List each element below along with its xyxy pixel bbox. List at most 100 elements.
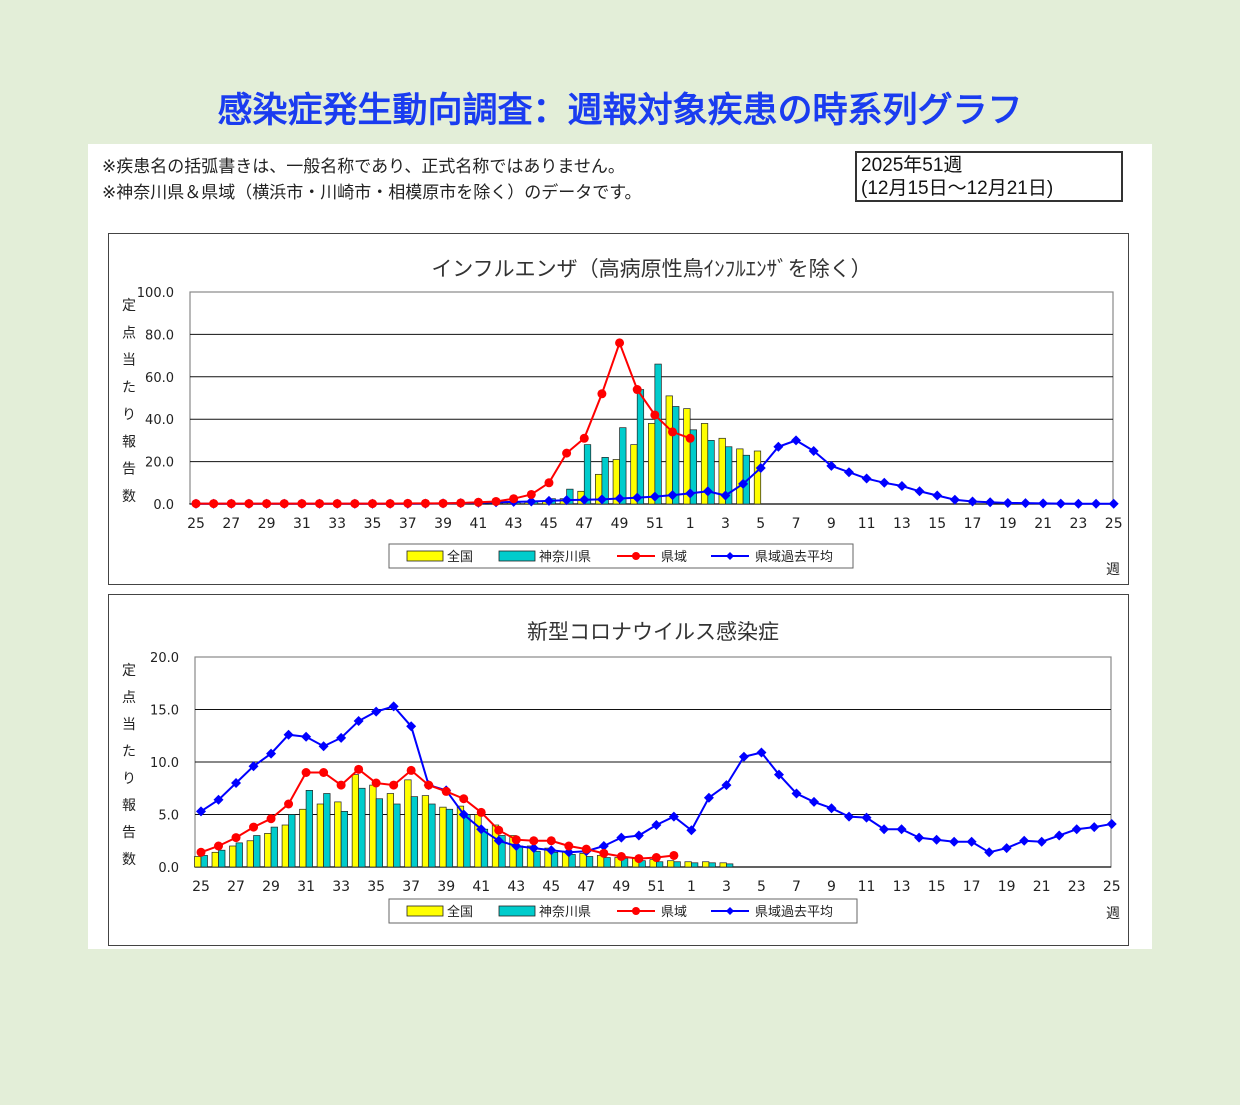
x-tick-label: 35 xyxy=(367,879,385,895)
y-tick-label: 20.0 xyxy=(150,651,179,666)
x-tick-label: 1 xyxy=(686,516,695,532)
kako-point xyxy=(633,830,644,841)
kako-point xyxy=(879,824,890,835)
note-line-1: ※疾患名の括弧書きは、一般名称であり、正式名称ではありません。 xyxy=(102,157,625,177)
kenniki-point xyxy=(634,854,644,864)
x-tick-label: 7 xyxy=(792,879,801,895)
kako-point xyxy=(1089,822,1100,833)
kako-point xyxy=(914,486,925,497)
kako-point xyxy=(248,761,259,772)
x-axis-label: 週 xyxy=(1106,562,1120,578)
kenniki-point xyxy=(244,499,254,509)
note-line-2: ※神奈川県＆県域（横浜市・川崎市・相模原市を除く）のデータです。 xyxy=(102,183,642,203)
x-tick-label: 5 xyxy=(757,879,766,895)
kako-point xyxy=(931,834,942,845)
kenniki-point xyxy=(669,850,679,860)
x-tick-label: 15 xyxy=(928,879,946,895)
bar-kanagawa xyxy=(270,826,278,868)
bar-zenkoku xyxy=(386,793,395,868)
bar-kanagawa xyxy=(498,835,506,868)
x-tick-label: 21 xyxy=(1033,879,1051,895)
kako-point xyxy=(843,467,854,478)
bar-zenkoku xyxy=(736,448,744,505)
kenniki-point xyxy=(529,836,539,846)
kako-point xyxy=(949,836,960,847)
x-tick-label: 45 xyxy=(540,516,558,532)
page-title: 感染症発生動向調査：週報対象疾患の時系列グラフ xyxy=(217,91,1023,131)
kenniki-point xyxy=(297,499,307,509)
bar-kanagawa xyxy=(691,862,699,868)
kako-point xyxy=(266,748,277,759)
y-axis-label: 定点当たり報告数 xyxy=(122,663,136,868)
x-tick-label: 33 xyxy=(332,879,350,895)
kako-point xyxy=(826,803,837,814)
kako-point xyxy=(756,747,767,758)
kako-point xyxy=(738,751,749,762)
kenniki-point xyxy=(564,841,574,851)
bar-zenkoku xyxy=(369,784,377,868)
x-tick-label: 37 xyxy=(402,879,420,895)
x-tick-label: 27 xyxy=(222,516,240,532)
x-tick-label: 49 xyxy=(611,516,629,532)
kako-point xyxy=(1091,498,1102,509)
x-tick-label: 17 xyxy=(964,516,982,532)
kenniki-point xyxy=(332,499,342,509)
x-tick-label: 13 xyxy=(893,879,911,895)
kako-point xyxy=(984,847,995,858)
bar-kanagawa xyxy=(253,835,261,868)
x-tick-label: 39 xyxy=(437,879,455,895)
x-tick-label: 23 xyxy=(1069,516,1087,532)
kenniki-point xyxy=(476,807,486,817)
bar-zenkoku xyxy=(684,861,692,868)
bar-kanagawa xyxy=(550,851,559,868)
kenniki-point xyxy=(616,852,626,861)
legend-swatch-kanagawa xyxy=(498,550,536,562)
kako-point xyxy=(614,493,625,504)
kako-point xyxy=(1108,498,1119,509)
kako-point xyxy=(1019,835,1030,846)
x-tick-label: 23 xyxy=(1068,879,1086,895)
kako-point xyxy=(526,496,537,507)
week-range: (12月15日～12月21日) xyxy=(861,178,1054,199)
x-tick-label: 19 xyxy=(999,516,1017,532)
bar-zenkoku xyxy=(579,853,587,868)
kenniki-point xyxy=(650,410,660,420)
x-tick-label: 51 xyxy=(646,516,664,532)
kenniki-point xyxy=(420,498,430,508)
kenniki-point xyxy=(262,499,272,509)
bar-zenkoku xyxy=(719,862,727,868)
bar-kanagawa xyxy=(288,814,296,868)
bar-zenkoku xyxy=(474,814,482,868)
legend-marker-kako xyxy=(726,907,734,915)
y-tick-label: 15.0 xyxy=(150,704,179,719)
y-tick-label: 100.0 xyxy=(137,286,174,301)
legend-label-kenniki: 県域 xyxy=(661,550,687,565)
kako-point xyxy=(668,811,679,822)
x-tick-label: 41 xyxy=(472,879,490,895)
kenniki-point xyxy=(284,799,294,809)
bar-zenkoku xyxy=(351,774,359,868)
kenniki-point xyxy=(354,764,364,774)
kenniki-point xyxy=(441,786,451,796)
bar-kanagawa xyxy=(636,389,645,505)
legend-label-kanagawa: 神奈川県 xyxy=(539,550,591,565)
kako-point xyxy=(579,494,590,505)
kako-point xyxy=(1002,497,1013,508)
legend-label-kanagawa: 神奈川県 xyxy=(539,905,591,920)
kako-point xyxy=(773,441,784,452)
bar-zenkoku xyxy=(404,779,412,868)
kako-point xyxy=(685,488,696,499)
kenniki-point xyxy=(562,448,572,458)
kenniki-point xyxy=(249,822,259,832)
x-tick-label: 11 xyxy=(858,516,876,532)
x-tick-label: 39 xyxy=(434,516,452,532)
kako-point xyxy=(720,490,731,501)
x-tick-label: 29 xyxy=(262,879,280,895)
influenza-chart: インフルエンザ（高病原性鳥ｲﾝﾌﾙｴﾝｻﾞを除く） 100.0 80.0 60.0 40… xyxy=(122,257,1123,578)
legend-swatch-zenkoku xyxy=(406,550,444,562)
kenniki-line xyxy=(200,768,675,860)
kako-point xyxy=(896,824,907,835)
kako-point xyxy=(896,480,907,491)
x-tick-label: 9 xyxy=(827,879,836,895)
kako-point xyxy=(563,847,574,858)
